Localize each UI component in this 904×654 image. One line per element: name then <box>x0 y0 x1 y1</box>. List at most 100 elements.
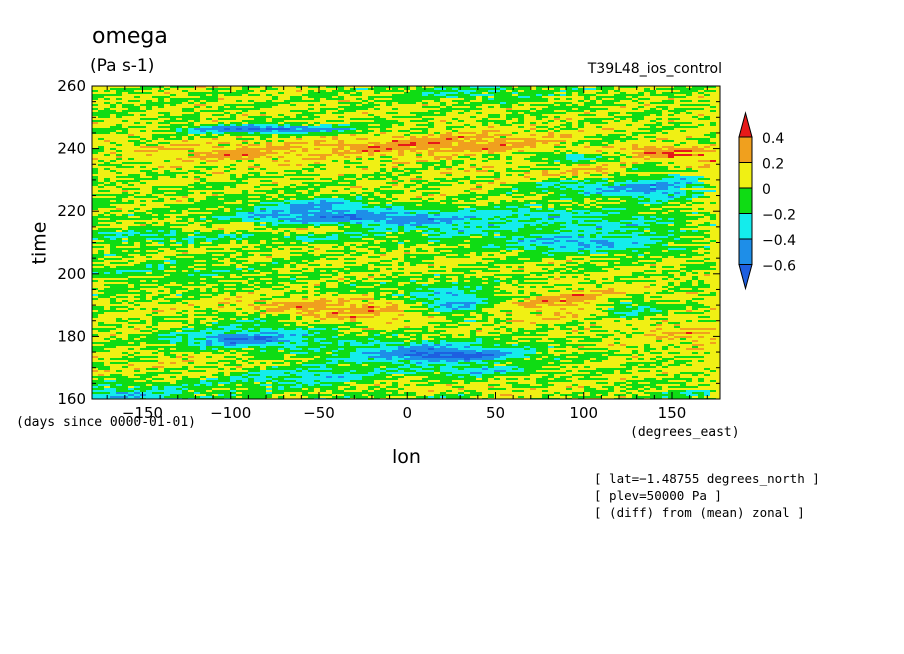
field-cell <box>644 348 656 350</box>
field-cell <box>374 278 410 280</box>
field-cell <box>308 190 320 192</box>
field-cell <box>338 244 344 246</box>
field-cell <box>578 130 584 132</box>
field-cell <box>140 216 170 218</box>
field-cell <box>224 112 230 114</box>
field-cell <box>254 118 266 120</box>
field-cell <box>194 112 200 114</box>
field-cell <box>428 142 440 144</box>
field-cell <box>662 378 692 380</box>
field-cell <box>428 364 446 366</box>
field-cell <box>188 338 194 340</box>
field-cell <box>596 204 644 206</box>
field-cell <box>254 300 266 302</box>
field-cell <box>512 92 518 94</box>
field-cell <box>104 162 110 164</box>
field-cell <box>320 224 338 226</box>
field-cell <box>668 194 674 196</box>
field-cell <box>188 198 194 200</box>
field-cell <box>110 88 152 90</box>
field-cell <box>644 350 650 352</box>
field-cell <box>686 194 692 196</box>
field-cell <box>188 304 194 306</box>
field-cell <box>482 366 488 368</box>
field-cell <box>590 122 608 124</box>
field-cell <box>674 186 680 188</box>
field-cell <box>620 166 626 168</box>
field-cell <box>644 232 650 234</box>
field-cell <box>440 136 458 138</box>
field-cell <box>554 268 566 270</box>
field-cell <box>506 162 512 164</box>
field-cell <box>680 238 704 240</box>
field-cell <box>440 372 452 374</box>
field-cell <box>134 296 146 298</box>
field-cell <box>476 328 482 330</box>
field-cell <box>284 142 308 144</box>
field-cell <box>404 212 410 214</box>
field-cell <box>482 352 512 354</box>
field-cell <box>554 102 572 104</box>
field-cell <box>194 328 206 330</box>
field-cell <box>596 286 602 288</box>
field-cell <box>458 280 464 282</box>
field-cell <box>650 228 680 230</box>
field-cell <box>326 346 380 348</box>
field-cell <box>374 120 398 122</box>
field-cell <box>704 310 710 312</box>
field-cell <box>182 238 194 240</box>
field-cell <box>158 98 164 100</box>
field-cell <box>254 336 272 338</box>
field-cell <box>452 354 494 356</box>
field-cell <box>314 294 320 296</box>
field-cell <box>512 196 524 198</box>
field-cell <box>314 380 320 382</box>
field-cell <box>458 230 464 232</box>
field-cell <box>626 306 632 308</box>
field-cell <box>290 124 302 126</box>
field-cell <box>368 142 380 144</box>
field-cell <box>506 266 512 268</box>
field-cell <box>704 186 716 188</box>
field-cell <box>194 306 200 308</box>
field-cell <box>530 356 542 358</box>
field-cell <box>128 174 140 176</box>
field-cell <box>374 296 392 298</box>
field-cell <box>446 344 452 346</box>
field-cell <box>428 294 434 296</box>
field-cell <box>470 280 494 282</box>
field-cell <box>500 326 506 328</box>
field-cell <box>608 246 614 248</box>
field-cell <box>584 186 608 188</box>
field-cell <box>314 98 320 100</box>
field-cell <box>392 218 428 220</box>
field-cell <box>668 282 674 284</box>
field-cell <box>542 318 560 320</box>
field-cell <box>362 342 368 344</box>
field-cell <box>428 298 434 300</box>
field-cell <box>242 246 248 248</box>
field-cell <box>644 198 650 200</box>
field-cell <box>98 164 122 166</box>
field-cell <box>650 252 698 254</box>
field-cell <box>308 232 314 234</box>
field-cell <box>422 304 428 306</box>
field-cell <box>218 98 224 100</box>
field-cell <box>626 316 644 318</box>
field-cell <box>302 394 332 396</box>
field-cell <box>638 318 644 320</box>
field-cell <box>662 332 686 334</box>
field-cell <box>302 286 308 288</box>
field-cell <box>296 342 308 344</box>
field-cell <box>644 392 662 394</box>
contour-field <box>92 86 720 399</box>
field-cell <box>242 192 248 194</box>
field-cell <box>632 188 650 190</box>
field-cell <box>122 256 134 258</box>
field-cell <box>536 154 566 156</box>
field-cell <box>194 310 218 312</box>
field-cell <box>188 170 200 172</box>
field-cell <box>578 264 596 266</box>
field-cell <box>350 306 356 308</box>
